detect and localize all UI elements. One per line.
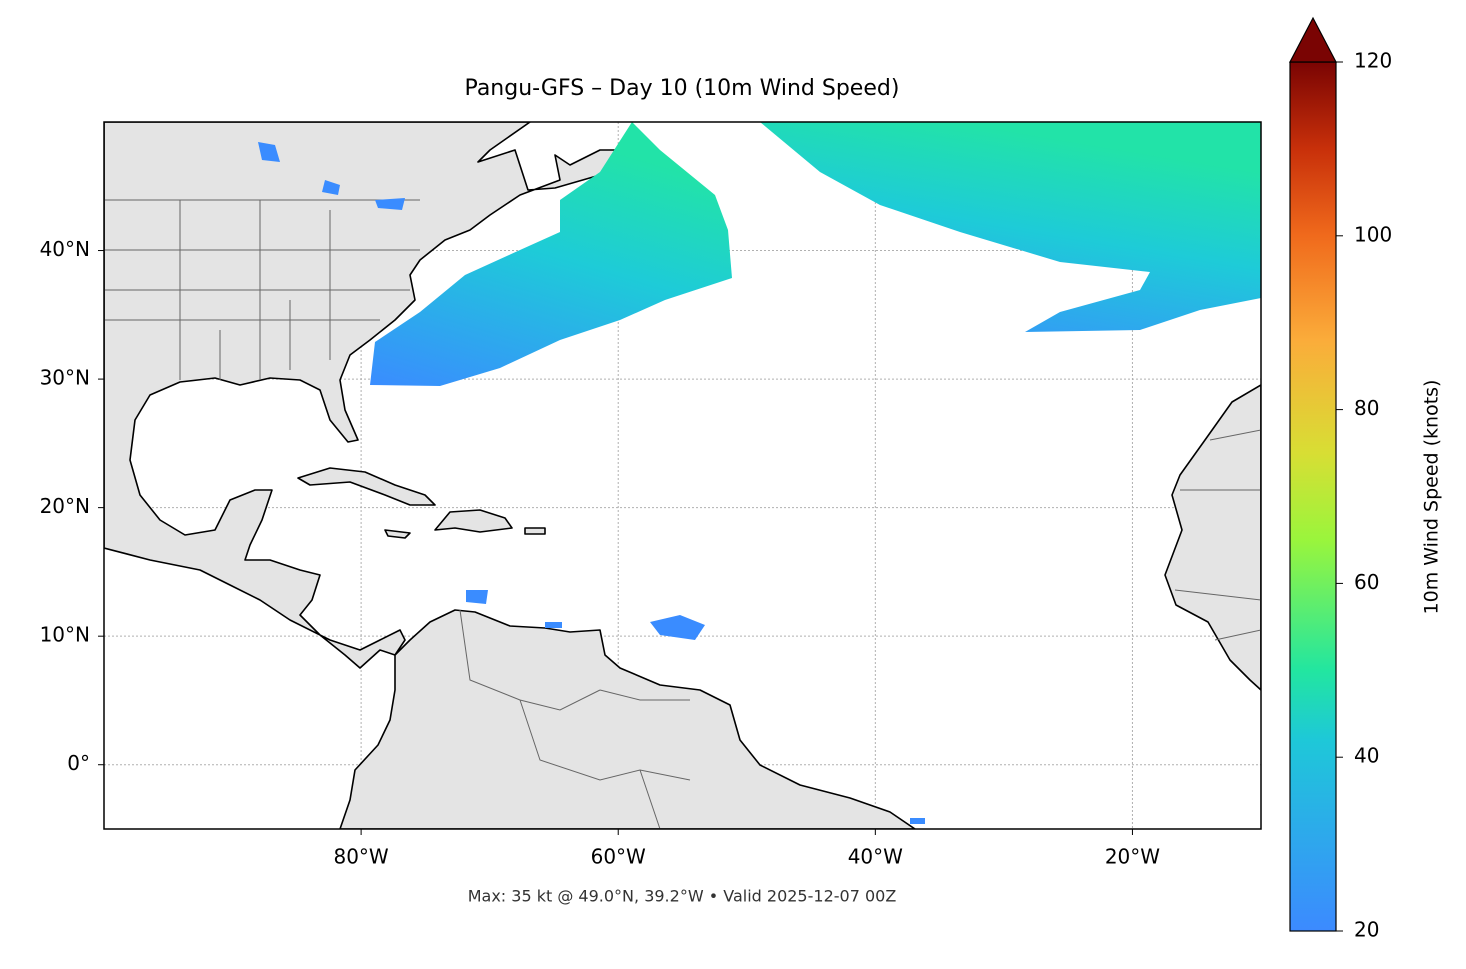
y-tick-label: 0° <box>67 751 90 775</box>
colorbar <box>1289 61 1337 932</box>
colorbar-tick-label: 120 <box>1354 49 1392 73</box>
africa <box>1164 384 1261 691</box>
colorbar-label: 10m Wind Speed (knots) <box>1421 380 1443 615</box>
colorbar-tick-label: 40 <box>1354 744 1379 768</box>
map-title: Pangu-GFS – Day 10 (10m Wind Speed) <box>465 76 900 101</box>
y-tick-label: 40°N <box>40 237 90 261</box>
colorbar-tick-label: 100 <box>1354 222 1392 246</box>
colorbar-extend <box>1289 16 1337 63</box>
map-frame <box>103 121 1262 830</box>
x-tick-label: 20°W <box>1105 845 1160 869</box>
wind-swath <box>370 122 732 386</box>
hispaniola <box>434 509 513 533</box>
north-america <box>104 122 626 669</box>
jamaica <box>384 529 411 539</box>
colorbar-tick-label: 60 <box>1354 570 1379 594</box>
x-tick-label: 40°W <box>848 845 903 869</box>
colorbar-tick-label: 20 <box>1354 918 1379 942</box>
y-tick-label: 20°N <box>40 494 90 518</box>
x-tick-label: 60°W <box>591 845 646 869</box>
puerto-rico <box>524 527 546 535</box>
colorbar-tick-label: 80 <box>1354 396 1379 420</box>
cuba <box>297 467 436 506</box>
y-tick-label: 30°N <box>40 366 90 390</box>
y-tick-label: 10°N <box>40 623 90 647</box>
x-tick-label: 80°W <box>333 845 388 869</box>
wind-swath <box>760 122 1261 332</box>
map-body <box>104 122 1261 829</box>
south-america <box>339 609 916 829</box>
caption: Max: 35 kt @ 49.0°N, 39.2°W • Valid 2025… <box>468 887 897 906</box>
borders <box>104 199 1261 829</box>
